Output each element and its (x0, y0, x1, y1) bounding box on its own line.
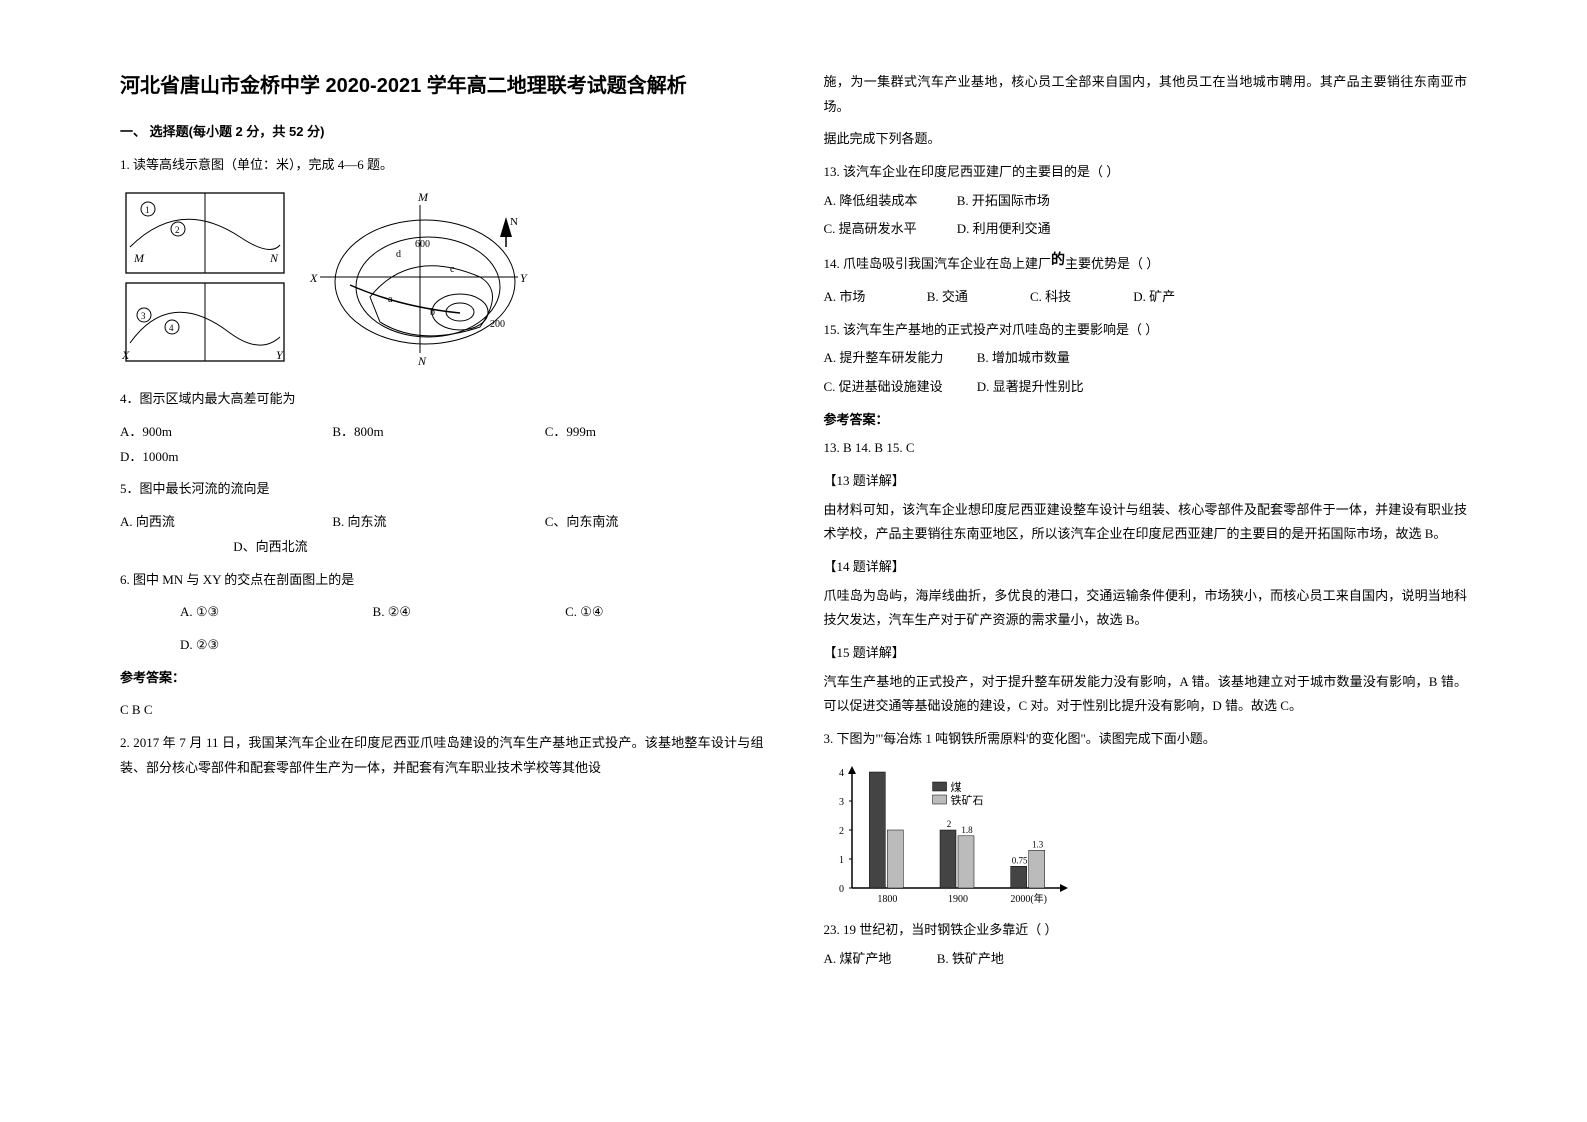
exp13-head: 【13 题详解】 (824, 469, 1468, 494)
section-1-heading: 一、 选择题(每小题 2 分，共 52 分) (120, 120, 764, 145)
svg-text:2: 2 (175, 225, 180, 235)
svg-text:X: X (121, 348, 130, 362)
q13-stem: 13. 该汽车企业在印度尼西亚建厂的主要目的是（ ） (824, 160, 1468, 185)
q14-opts: A. 市场 B. 交通 C. 科技 D. 矿产 (824, 285, 1468, 310)
svg-text:c: c (450, 264, 455, 275)
answers-label-left: 参考答案： (120, 666, 764, 691)
svg-text:3: 3 (839, 797, 844, 808)
q13-a: A. 降低组装成本 (824, 189, 954, 214)
svg-text:Y: Y (520, 271, 528, 285)
answers-right: 13. B 14. B 15. C (824, 436, 1468, 461)
svg-text:Y: Y (276, 348, 284, 362)
bar-chart: 0 1 2 3 4 1800 1900 2000(年) 2 1.8 0.75 1.3 煤铁矿石 (824, 760, 1074, 910)
q4-opts-row1: A．900m B．800m C．999m (120, 420, 764, 445)
figure-row: M N 1 2 X Y 3 4 (120, 187, 764, 367)
q15-a: A. 提升整车研发能力 (824, 346, 974, 371)
exp15-head: 【15 题详解】 (824, 641, 1468, 666)
svg-text:200: 200 (490, 319, 505, 330)
q6-c: C. ①④ (565, 600, 758, 625)
q6-a: A. ①③ (180, 600, 373, 625)
q6-opts-row1: A. ①③ B. ②④ C. ①④ (120, 600, 764, 625)
exp14-head: 【14 题详解】 (824, 555, 1468, 580)
q15-row1: A. 提升整车研发能力 B. 增加城市数量 (824, 346, 1468, 371)
svg-text:1800: 1800 (877, 894, 897, 905)
svg-text:d: d (396, 249, 401, 260)
answers-left: C B C (120, 698, 764, 723)
q6-b: B. ②④ (373, 600, 566, 625)
q5-b: B. 向东流 (332, 510, 544, 535)
q15-c: C. 促进基础设施建设 (824, 375, 974, 400)
svg-text:600: 600 (415, 239, 430, 250)
q23-b: B. 铁矿产地 (937, 951, 1004, 966)
svg-text:M: M (133, 251, 145, 265)
q13-row2: C. 提高研发水平 D. 利用便利交通 (824, 217, 1468, 242)
q4-b: B．800m (332, 420, 544, 445)
q13-row1: A. 降低组装成本 B. 开拓国际市场 (824, 189, 1468, 214)
q14-post: 主要优势是（ ） (1065, 256, 1159, 271)
figure-contour-right: M N X Y N d c a b (310, 187, 530, 367)
exp13-body: 由材料可知，该汽车企业想印度尼西亚建设整车设计与组装、核心零部件及配套零部件于一… (824, 498, 1468, 547)
q5-stem: 5．图中最长河流的流向是 (120, 477, 764, 502)
svg-text:N: N (417, 354, 427, 367)
q3-stem: 3. 下图为"'每冶炼 1 吨钢铁所需原料'的变化图"。读图完成下面小题。 (824, 727, 1468, 752)
svg-text:X: X (310, 271, 318, 285)
q15-stem: 15. 该汽车生产基地的正式投产对爪哇岛的主要影响是（ ） (824, 318, 1468, 343)
svg-text:1: 1 (145, 205, 150, 215)
q14-stem: 14. 爪哇岛吸引我国汽车企业在岛上建厂的主要优势是（ ） (824, 250, 1468, 277)
q13-c: C. 提高研发水平 (824, 217, 954, 242)
svg-text:0.75: 0.75 (1011, 855, 1027, 865)
answers-label-right: 参考答案： (824, 408, 1468, 433)
q4-d: D．1000m (120, 445, 764, 470)
q15-row2: C. 促进基础设施建设 D. 显著提升性别比 (824, 375, 1468, 400)
q4-stem: 4．图示区域内最大高差可能为 (120, 387, 764, 412)
q13-b: B. 开拓国际市场 (957, 193, 1050, 208)
q5-opts-row1: A. 向西流 B. 向东流 C、向东南流 (120, 510, 764, 535)
svg-text:1: 1 (839, 855, 844, 866)
doc-title: 河北省唐山市金桥中学 2020-2021 学年高二地理联考试题含解析 (120, 70, 764, 102)
q14-pre: 14. 爪哇岛吸引我国汽车企业在岛上建厂 (824, 256, 1052, 271)
q23-stem: 23. 19 世纪初，当时钢铁企业多靠近（ ） (824, 918, 1468, 943)
svg-text:2: 2 (839, 826, 844, 837)
q14-d: D. 矿产 (1133, 285, 1175, 310)
svg-text:1.3: 1.3 (1032, 839, 1044, 849)
q5-d: D、向西北流 (233, 539, 307, 554)
q2-stem-part2: 施，为一集群式汽车产业基地，核心员工全部来自国内，其他员工在当地城市聘用。其产品… (824, 70, 1468, 119)
q1-stem: 1. 读等高线示意图（单位：米），完成 4—6 题。 (120, 153, 764, 178)
q13-d: D. 利用便利交通 (957, 221, 1051, 236)
exp15-body: 汽车生产基地的正式投产，对于提升整车研发能力没有影响，A 错。该基地建立对于城市… (824, 670, 1468, 719)
q4-a: A．900m (120, 420, 332, 445)
q2-stem-part3: 据此完成下列各题。 (824, 127, 1468, 152)
figure-contour-left: M N 1 2 X Y 3 4 (120, 187, 290, 367)
q6-d: D. ②③ (120, 633, 764, 658)
svg-text:N: N (269, 251, 279, 265)
q4-c: C．999m (545, 420, 757, 445)
svg-text:1900: 1900 (948, 894, 968, 905)
svg-text:2: 2 (946, 819, 951, 829)
svg-text:1.8: 1.8 (961, 825, 973, 835)
q15-d: D. 显著提升性别比 (977, 379, 1084, 394)
svg-text:M: M (417, 190, 429, 204)
exp14-body: 爪哇岛为岛屿，海岸线曲折，多优良的港口，交通运输条件便利，市场狭小，而核心员工来… (824, 584, 1468, 633)
svg-text:4: 4 (169, 323, 174, 333)
q5-c: C、向东南流 (545, 510, 757, 535)
svg-text:铁矿石: 铁矿石 (950, 794, 983, 807)
svg-text:3: 3 (141, 311, 146, 321)
svg-text:4: 4 (839, 768, 844, 779)
q14-c: C. 科技 (1030, 285, 1130, 310)
q5-a: A. 向西流 (120, 510, 332, 535)
svg-text:2000(年): 2000(年) (1010, 892, 1047, 905)
svg-text:N: N (510, 216, 518, 228)
q14-a: A. 市场 (824, 285, 924, 310)
svg-text:0: 0 (839, 884, 844, 895)
q2-stem-part1: 2. 2017 年 7 月 11 日，我国某汽车企业在印度尼西亚爪哇岛建设的汽车… (120, 731, 764, 780)
q14-callout: 的 (1051, 251, 1065, 267)
q23-a: A. 煤矿产地 (824, 947, 934, 972)
q6-stem: 6. 图中 MN 与 XY 的交点在剖面图上的是 (120, 568, 764, 593)
q23-opts: A. 煤矿产地 B. 铁矿产地 (824, 947, 1468, 972)
q15-b: B. 增加城市数量 (977, 350, 1070, 365)
q14-b: B. 交通 (927, 285, 1027, 310)
svg-text:煤: 煤 (950, 781, 961, 794)
